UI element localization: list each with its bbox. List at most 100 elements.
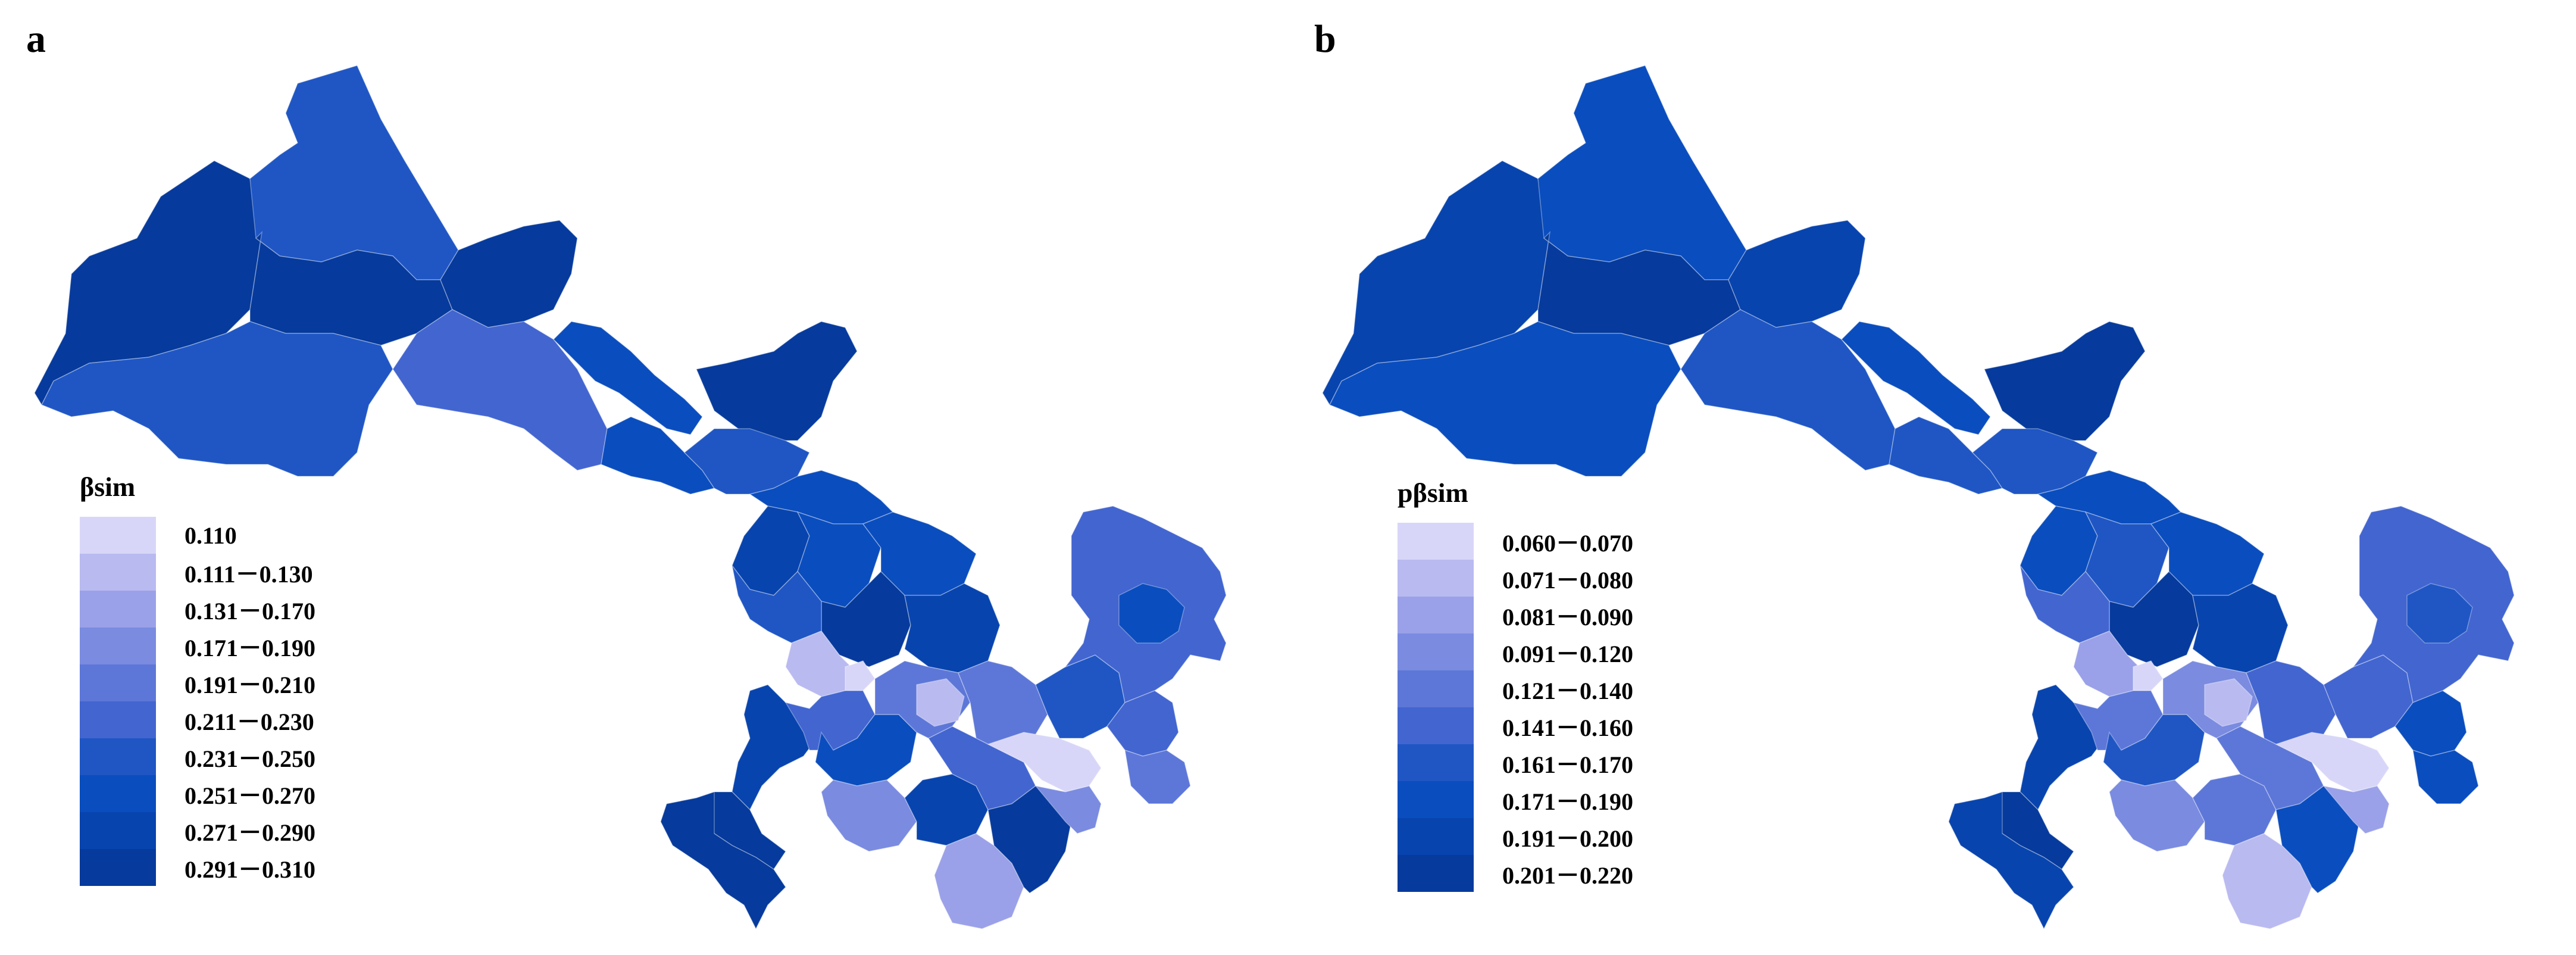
legend-item: 0.191－0.210 [80, 664, 315, 701]
legend-item: 0.211－0.230 [80, 701, 315, 738]
region-southwest-1 [2019, 684, 2110, 811]
region-far-east-foot [2412, 749, 2479, 804]
choropleth-map [34, 65, 1227, 930]
region-south-center-2 [815, 714, 917, 787]
region-southwest-1 [731, 684, 822, 811]
region-far-east-inner [1118, 583, 1185, 644]
legend-swatch [80, 701, 156, 738]
legend-item: 0.171－0.190 [80, 628, 315, 664]
legend-label: 0.131－0.170 [185, 598, 315, 625]
region-light-center [2204, 678, 2253, 727]
legend-item: 0.291－0.310 [80, 849, 315, 886]
legend-swatch [80, 517, 156, 554]
legend-label: 0.141－0.160 [1502, 714, 1633, 741]
region-corridor-strip [1840, 321, 1991, 435]
legend-label: 0.251－0.270 [185, 782, 315, 809]
legend-swatch [80, 812, 156, 849]
legend-label: 0.201－0.220 [1502, 862, 1633, 889]
legend-swatch [80, 738, 156, 775]
legend-swatch [1398, 707, 1474, 744]
legend-label: 0.171－0.190 [1502, 788, 1633, 815]
legend-label: 0.291－0.310 [185, 856, 315, 883]
region-southwest-lowland [40, 321, 393, 477]
region-north-sector [1537, 65, 1747, 280]
legend-swatch [1398, 633, 1474, 670]
legend-swatch [80, 849, 156, 886]
region-northwest-west [1322, 160, 1550, 406]
region-east-center-1 [958, 660, 1048, 751]
legend-label: 0.231－0.250 [185, 745, 315, 772]
region-nose-block [1983, 321, 2146, 441]
legend-item: 0.081－0.090 [1398, 597, 1633, 633]
legend-swatch [1398, 560, 1474, 597]
legend-item: 0.060－0.070 [1398, 523, 1633, 560]
legend-label: 0.271－0.290 [185, 819, 315, 846]
region-far-east-inner [2406, 583, 2473, 644]
legend-swatch [1398, 744, 1474, 781]
legend-swatch [1398, 523, 1474, 560]
legend-label: 0.060－0.070 [1502, 530, 1633, 557]
map-legend: βsim 0.110 0.111－0.130 0.131－0.170 0.171－0.… [80, 470, 315, 886]
legend-item: 0.091－0.120 [1398, 633, 1633, 670]
legend-item: 0.161－0.170 [1398, 744, 1633, 781]
region-south-center-4 [2109, 779, 2205, 852]
legend-swatch [1398, 855, 1474, 892]
legend-item: 0.171－0.190 [1398, 781, 1633, 818]
legend-label: 0.111－0.130 [185, 561, 313, 588]
legend-item: 0.141－0.160 [1398, 707, 1633, 744]
region-central-e [904, 583, 1001, 673]
region-south-bottom [934, 833, 1024, 929]
legend-swatch [1398, 781, 1474, 818]
legend-label: 0.211－0.230 [185, 709, 314, 735]
legend-item: 0.201－0.220 [1398, 855, 1633, 892]
map-legend: pβsim 0.060－0.070 0.071－0.080 0.081－0.090 0… [1398, 476, 1633, 892]
region-southwest-lowland [1328, 321, 1681, 477]
region-northeast-block [1728, 220, 1866, 328]
panel-label: a [26, 17, 46, 61]
panel-label: b [1314, 17, 1336, 61]
legend-item: 0.071－0.080 [1398, 560, 1633, 597]
choropleth-map [1322, 65, 2515, 930]
legend-swatch [1398, 597, 1474, 633]
legend-item: 0.271－0.290 [80, 812, 315, 849]
legend-swatch [80, 628, 156, 664]
region-south-center-5 [904, 773, 989, 846]
legend-label: 0.191－0.200 [1502, 825, 1633, 852]
region-east-south [2322, 785, 2390, 834]
legend-item: 0.191－0.200 [1398, 818, 1633, 855]
region-south-bottom [2222, 833, 2312, 929]
legend-item: 0.131－0.170 [80, 591, 315, 628]
legend-swatch [80, 591, 156, 628]
legend-item: 0.110 [80, 517, 315, 554]
legend-swatch [1398, 670, 1474, 707]
region-northwest-west [34, 160, 262, 406]
legend-label: 0.081－0.090 [1502, 604, 1633, 631]
region-southwest-tail [1948, 791, 2074, 930]
map-panel-a: a βsim 0.110 0.111－0.130 0.131－0.170 0.171－… [26, 17, 1227, 930]
legend-label: 0.191－0.210 [185, 672, 315, 698]
region-northeast-block [440, 220, 578, 328]
region-central-e [2192, 583, 2289, 673]
legend-item: 0.231－0.250 [80, 738, 315, 775]
region-east-south [1034, 785, 1102, 834]
legend-label: 0.071－0.080 [1502, 567, 1633, 594]
region-nose-block [695, 321, 858, 441]
legend-label: 0.091－0.120 [1502, 641, 1633, 667]
map-panel-b: b pβsim 0.060－0.070 0.071－0.080 0.081－0.09… [1288, 0, 2576, 955]
region-south-center-2 [2103, 714, 2205, 787]
region-far-east-foot [1124, 749, 1191, 804]
legend-title: βsim [80, 472, 136, 502]
region-south-center-5 [2192, 773, 2277, 846]
legend-swatch [80, 775, 156, 812]
legend-label: 0.171－0.190 [185, 635, 315, 661]
region-north-sector [249, 65, 459, 280]
region-white-spot [845, 660, 876, 691]
legend-item: 0.251－0.270 [80, 775, 315, 812]
region-southwest-tail [660, 791, 786, 930]
legend-label: 0.110 [185, 522, 237, 549]
legend-swatch [1398, 818, 1474, 855]
region-light-center [916, 678, 965, 727]
legend-swatch [80, 554, 156, 591]
region-east-center-1 [2246, 660, 2336, 751]
region-central-north [2037, 470, 2182, 525]
